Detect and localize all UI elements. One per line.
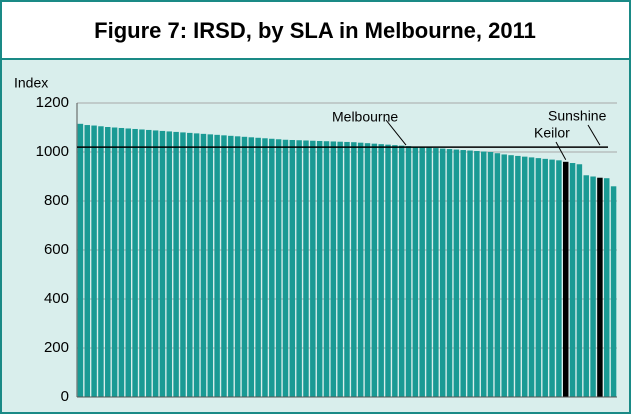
bar — [419, 147, 425, 397]
bar — [262, 138, 268, 397]
leader-line — [555, 141, 567, 161]
bar — [590, 176, 596, 397]
bar — [282, 139, 289, 397]
bar — [269, 138, 275, 397]
bar — [583, 175, 589, 397]
leader-line — [385, 119, 407, 146]
bar — [515, 155, 521, 397]
y-tick-label: 0 — [61, 388, 69, 405]
bar — [111, 127, 118, 397]
bar — [433, 148, 439, 397]
bar — [480, 151, 487, 397]
bar — [474, 151, 480, 397]
bar — [221, 135, 227, 397]
bar — [535, 158, 542, 397]
bar — [453, 149, 460, 397]
bar — [412, 146, 419, 397]
y-axis-label: Index — [14, 75, 48, 91]
bar — [125, 128, 131, 398]
bar — [508, 155, 514, 397]
annotation-label: Melbourne — [332, 109, 398, 125]
bar — [521, 156, 528, 397]
bar — [77, 123, 84, 397]
bar — [542, 158, 548, 397]
bar — [193, 133, 200, 397]
y-tick-label: 200 — [44, 339, 69, 356]
bar — [248, 137, 255, 398]
bar — [371, 143, 378, 397]
bar — [344, 141, 350, 397]
bar — [494, 153, 501, 397]
bar — [392, 145, 398, 397]
bar — [105, 127, 111, 397]
bar — [563, 161, 569, 397]
bar — [610, 186, 617, 397]
bar — [323, 141, 330, 397]
bar — [378, 144, 384, 397]
y-tick-label: 800 — [44, 192, 69, 209]
bar — [146, 129, 152, 397]
bar — [91, 125, 97, 397]
bar — [166, 131, 173, 398]
bar — [200, 133, 207, 397]
bar — [234, 136, 241, 397]
bar — [351, 142, 357, 397]
bar — [98, 126, 104, 398]
bar — [528, 157, 535, 397]
bar — [439, 148, 446, 397]
y-tick-label: 400 — [44, 290, 69, 307]
bar — [569, 163, 576, 397]
bar — [228, 135, 234, 397]
bar — [296, 140, 302, 398]
bar — [597, 177, 603, 397]
bar — [549, 159, 555, 397]
bar — [330, 141, 337, 397]
bar — [337, 141, 343, 397]
bar — [467, 150, 473, 397]
bar — [364, 143, 371, 397]
bar — [173, 131, 179, 397]
bar — [556, 160, 562, 397]
chart-border — [0, 58, 631, 414]
chart-title: Figure 7: IRSD, by SLA in Melbourne, 201… — [94, 18, 536, 43]
bar — [357, 142, 364, 397]
bar — [180, 132, 186, 397]
bar — [446, 149, 453, 397]
y-tick-label: 600 — [44, 241, 69, 258]
bar — [289, 139, 296, 397]
bar — [159, 130, 166, 397]
bar — [426, 147, 432, 397]
bar — [132, 128, 138, 397]
bar — [487, 152, 494, 397]
bar — [139, 129, 145, 397]
y-tick-label: 1000 — [36, 143, 69, 160]
bar — [316, 140, 323, 397]
leader-line — [587, 124, 601, 146]
bar — [241, 136, 248, 397]
annotation-label: Sunshine — [548, 108, 607, 124]
bar — [303, 140, 309, 398]
annotation-label: Keilor — [534, 125, 570, 141]
bar — [187, 132, 193, 397]
bar — [214, 134, 220, 397]
bar — [84, 125, 90, 398]
bar — [576, 164, 583, 397]
bar — [310, 140, 316, 398]
y-tick-label: 1200 — [36, 94, 69, 111]
bar — [255, 137, 261, 398]
bar — [398, 145, 405, 397]
bar — [118, 127, 125, 398]
bar — [385, 144, 391, 397]
bar — [460, 150, 466, 397]
bar — [501, 154, 507, 397]
bar — [152, 130, 159, 397]
bar — [604, 178, 610, 397]
title-box — [0, 0, 631, 60]
bar — [405, 146, 412, 397]
bar — [207, 134, 214, 398]
bar — [275, 139, 282, 397]
